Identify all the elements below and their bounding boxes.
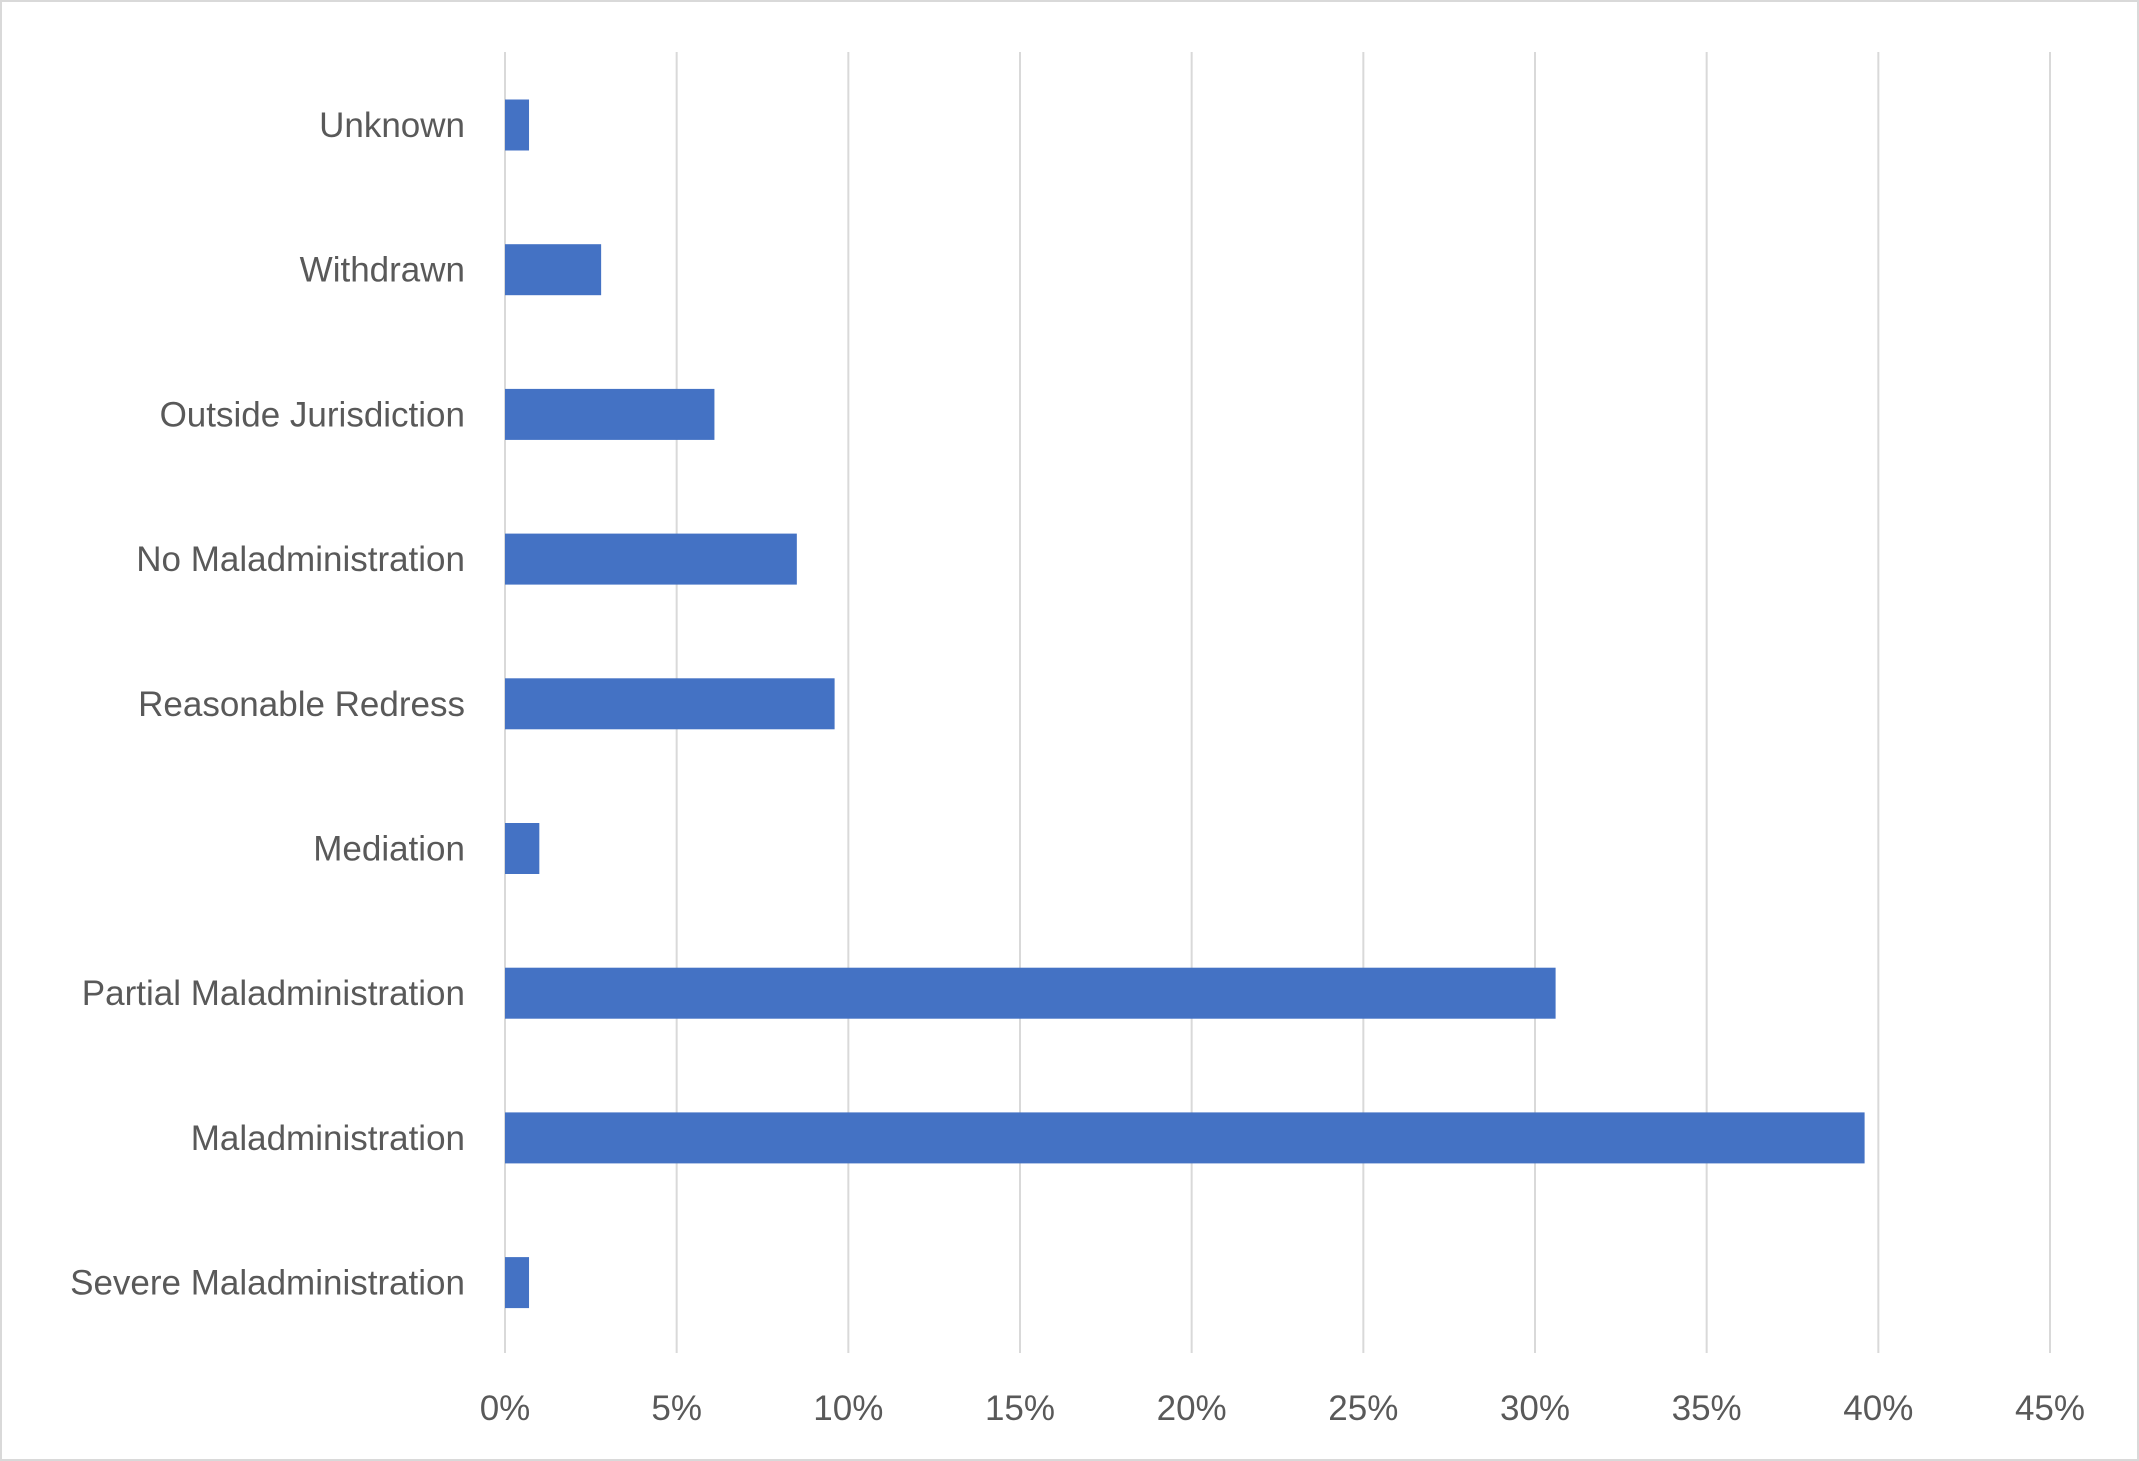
x-tick-label: 25% [1328, 1389, 1398, 1428]
gridlines [504, 52, 2051, 1353]
x-tick-label: 30% [1500, 1389, 1570, 1428]
category-label: Maladministration [191, 1119, 465, 1158]
bar [505, 1257, 530, 1309]
category-label: Mediation [313, 830, 465, 869]
bar [505, 967, 1556, 1019]
category-label: Severe Maladministration [70, 1264, 465, 1303]
category-label: Withdrawn [300, 251, 465, 290]
category-label: Outside Jurisdiction [160, 395, 465, 434]
x-tick-labels: 0% 5% 10% 15% 20% 25% 30% 35% 40% 45% [480, 1389, 2085, 1428]
category-labels: Unknown Withdrawn Outside Jurisdiction No M… [70, 106, 465, 1303]
bar [505, 533, 797, 585]
bar [505, 1112, 1865, 1164]
x-tick-label: 35% [1672, 1389, 1742, 1428]
bar [505, 823, 540, 874]
x-tick-label: 40% [1843, 1389, 1913, 1428]
category-label: Partial Maladministration [82, 974, 465, 1013]
bar [505, 388, 715, 440]
bars [505, 99, 1865, 1309]
bar [505, 678, 835, 730]
x-tick-label: 0% [480, 1389, 531, 1428]
category-label: Unknown [319, 106, 465, 145]
category-label: No Maladministration [136, 540, 465, 579]
bar [505, 244, 602, 296]
x-tick-label: 15% [985, 1389, 1055, 1428]
x-tick-label: 20% [1157, 1389, 1227, 1428]
category-label: Reasonable Redress [138, 685, 465, 724]
bar [505, 99, 530, 151]
x-tick-label: 10% [813, 1389, 883, 1428]
x-tick-label: 5% [651, 1389, 702, 1428]
x-tick-label: 45% [2015, 1389, 2085, 1428]
